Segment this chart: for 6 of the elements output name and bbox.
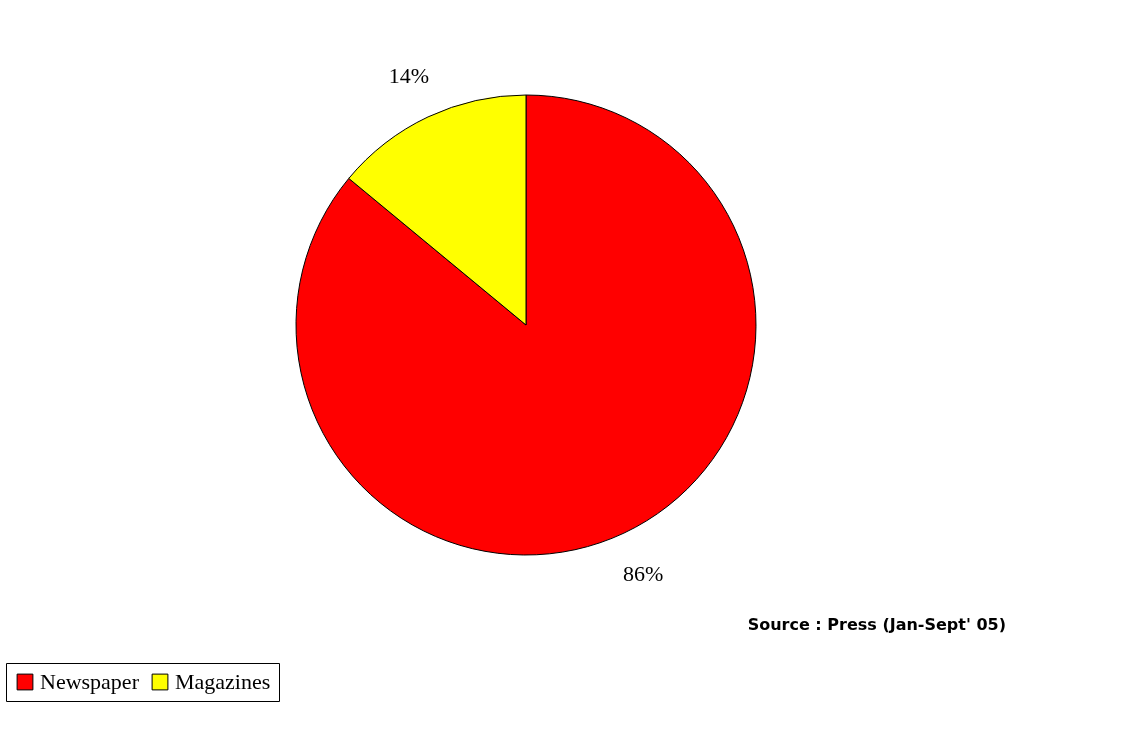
data-label: 86%	[622, 560, 664, 586]
legend-label: Magazines	[175, 669, 271, 694]
source-note: Source : Press (Jan-Sept' 05)	[747, 615, 1006, 634]
data-label: 14%	[388, 63, 430, 89]
pie-slice	[295, 94, 757, 556]
legend-label: Newspaper	[40, 669, 140, 694]
